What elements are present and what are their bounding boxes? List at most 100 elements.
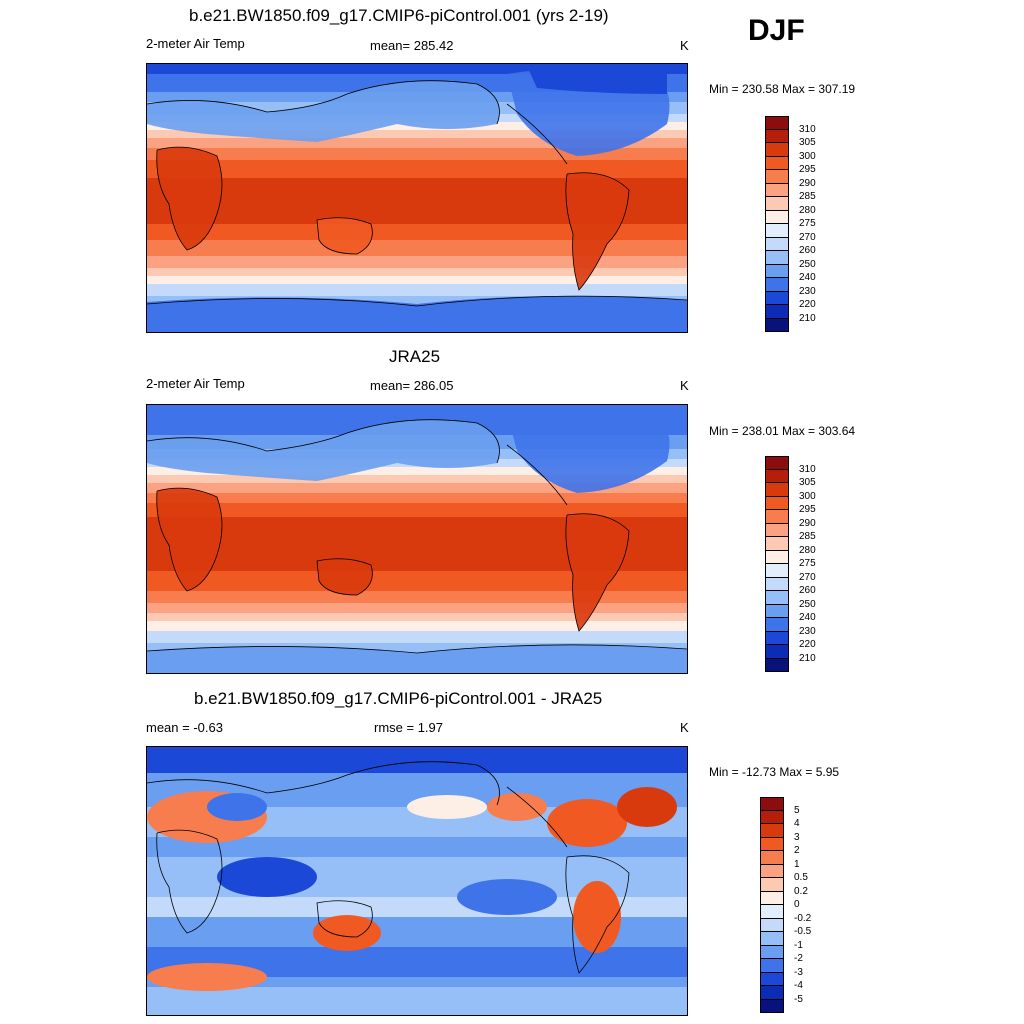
panel-3-rmse-label: rmse = 1.97 (374, 720, 444, 735)
colorbar-swatch (765, 456, 789, 470)
colorbar-label: 1 (794, 858, 800, 870)
panel-1-title: b.e21.BW1850.f09_g17.CMIP6-piControl.001… (189, 6, 609, 25)
colorbar-swatch (765, 143, 789, 157)
colorbar-label: 250 (799, 258, 816, 270)
colorbar-label: -4 (794, 980, 803, 991)
colorbar-label: 280 (799, 204, 816, 216)
colorbar-label: 0.5 (794, 872, 808, 883)
colorbar-swatch (765, 318, 789, 332)
panel-2-mean-label: mean= 286.05 (370, 378, 454, 393)
colorbar-label: 3 (794, 831, 800, 843)
colorbar-label: 230 (799, 285, 816, 297)
colorbar-swatch (765, 631, 789, 645)
colorbar-swatch (765, 658, 789, 672)
colorbar-label: -2 (794, 953, 803, 964)
colorbar-swatch (765, 564, 789, 578)
panel-3-minmax: Min = -12.73 Max = 5.95 (709, 765, 840, 779)
colorbar-label: 260 (799, 245, 816, 256)
colorbar-label: 4 (794, 818, 800, 829)
colorbar-swatch (760, 851, 784, 865)
colorbar-swatch (760, 864, 784, 878)
colorbar-swatch (765, 496, 789, 510)
panel-1-temperature-field (147, 64, 687, 332)
panel-1-variable-label: 2-meter Air Temp (146, 36, 245, 51)
colorbar-label: 2 (794, 845, 800, 856)
colorbar-label: 220 (799, 299, 816, 310)
colorbar-label: 305 (799, 137, 816, 148)
colorbar-swatch (760, 837, 784, 851)
colorbar-swatch (760, 810, 784, 824)
colorbar-swatch (765, 523, 789, 537)
season-label: DJF (748, 14, 805, 47)
colorbar-label: 240 (799, 612, 816, 623)
panel-2-map (146, 404, 688, 674)
panel-3-units: K (680, 720, 689, 735)
colorbar-swatch (760, 918, 784, 932)
colorbar-swatch (765, 537, 789, 551)
colorbar-swatch (760, 986, 784, 1000)
colorbar-swatch (760, 878, 784, 892)
colorbar-swatch (765, 197, 789, 211)
panel-1-units: K (680, 38, 689, 53)
colorbar-swatch (760, 797, 784, 811)
colorbar-swatch (760, 824, 784, 838)
panel-1-map (146, 63, 688, 333)
colorbar-swatch (765, 645, 789, 659)
colorbar-swatch (765, 278, 789, 292)
colorbar-swatch (765, 483, 789, 497)
colorbar-swatch (765, 183, 789, 197)
colorbar-label: 250 (799, 598, 816, 610)
colorbar-swatch (765, 224, 789, 238)
colorbar-swatch (760, 945, 784, 959)
colorbar-swatch (765, 305, 789, 319)
colorbar-swatch (765, 510, 789, 524)
colorbar-label: 210 (799, 652, 816, 664)
colorbar-label: -1 (794, 939, 803, 951)
colorbar-label: 210 (799, 312, 816, 324)
colorbar-label: 275 (799, 558, 816, 569)
colorbar-swatch (765, 116, 789, 130)
colorbar-label: -3 (794, 966, 803, 978)
colorbar-label: 270 (799, 231, 816, 243)
colorbar-swatch (765, 550, 789, 564)
colorbar-swatch (765, 156, 789, 170)
colorbar-label: 300 (799, 150, 816, 162)
colorbar-swatch (765, 237, 789, 251)
colorbar-label: 300 (799, 490, 816, 502)
colorbar-swatch (765, 251, 789, 265)
colorbar-label: -0.2 (794, 912, 812, 924)
colorbar-swatch (760, 891, 784, 905)
colorbar-swatch (765, 170, 789, 184)
panel-1-minmax: Min = 230.58 Max = 307.19 (709, 82, 856, 96)
colorbar-swatch (765, 210, 789, 224)
colorbar-label: 285 (799, 531, 816, 542)
colorbar-label: 310 (799, 123, 816, 135)
panel-2-units: K (680, 378, 689, 393)
colorbar-label: 275 (799, 218, 816, 229)
colorbar-swatch (765, 129, 789, 143)
colorbar-swatch (760, 972, 784, 986)
colorbar-label: 240 (799, 272, 816, 283)
colorbar-label: 230 (799, 625, 816, 637)
colorbar-swatch (765, 264, 789, 278)
colorbar-label: 295 (799, 164, 816, 175)
panel-2-temperature-field (147, 405, 687, 673)
panel-2-title: JRA25 (389, 347, 441, 366)
colorbar-swatch (760, 905, 784, 919)
panel-3-map (146, 746, 688, 1016)
colorbar-swatch (760, 959, 784, 973)
colorbar-label: -0.5 (794, 926, 812, 937)
colorbar-swatch (765, 469, 789, 483)
panel-2-variable-label: 2-meter Air Temp (146, 376, 245, 391)
panel-1-mean-label: mean= 285.42 (370, 38, 454, 53)
colorbar-label: 295 (799, 504, 816, 515)
colorbar-label: 260 (799, 585, 816, 596)
colorbar-label: 290 (799, 177, 816, 189)
panel-3-mean-label: mean = -0.63 (146, 720, 223, 735)
colorbar-label: 285 (799, 191, 816, 202)
colorbar-label: 0.2 (794, 885, 808, 897)
colorbar-swatch (765, 591, 789, 605)
colorbar-swatch (765, 618, 789, 632)
colorbar-label: 280 (799, 544, 816, 556)
colorbar-label: -5 (794, 993, 803, 1005)
